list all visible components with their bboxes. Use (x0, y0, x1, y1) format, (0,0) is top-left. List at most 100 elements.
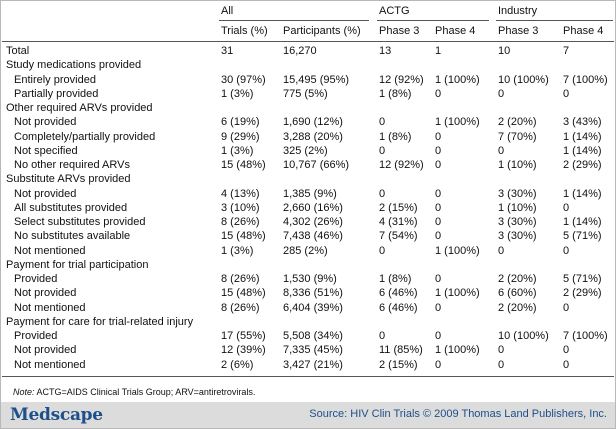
cell-trials: 31 (221, 45, 234, 57)
cell-industry-phase3: 1 (10%) (498, 201, 537, 214)
cell-trials: 17 (55%) (221, 330, 266, 342)
cell-actg-phase4: 1 (100%) (435, 344, 480, 357)
cell-participants: 1,530 (9%) (283, 273, 337, 285)
cell-actg-phase4: 0 (435, 273, 442, 285)
group-underline-industry (496, 20, 613, 21)
cell-trials: 12 (39%) (221, 344, 266, 357)
cell-industry-phase4: 0 (563, 87, 570, 100)
section-label: Substitute ARVs provided (6, 173, 131, 186)
row-label: Partially provided (14, 87, 99, 100)
section-label: Study medications provided (6, 59, 142, 72)
cell-industry-phase3: 6 (60%) (498, 287, 537, 300)
cell-participants: 8,336 (51%) (283, 287, 343, 300)
cell-actg-phase4: 1 (100%) (435, 116, 480, 129)
row-label: Entirely provided (14, 73, 96, 86)
cell-industry-phase4: 1 (14%) (563, 144, 602, 157)
cell-industry-phase3: 3 (30%) (498, 216, 537, 228)
cell-participants: 10,767 (66%) (283, 159, 350, 171)
cell-participants: 285 (2%) (283, 244, 328, 257)
cell-trials: 9 (29%) (221, 130, 260, 143)
cell-participants: 1,690 (12%) (283, 116, 343, 129)
cell-industry-phase3: 2 (20%) (498, 116, 537, 129)
cell-industry-phase3: 0 (498, 344, 505, 357)
cell-industry-phase3: 2 (20%) (498, 301, 537, 314)
row-label: Provided (14, 273, 58, 285)
cell-industry-phase4: 7 (100%) (563, 330, 608, 342)
cell-industry-phase3: 10 (498, 45, 511, 57)
cell-participants: 3,288 (20%) (283, 130, 343, 143)
cell-trials: 8 (26%) (221, 273, 260, 285)
row-label: Not mentioned (14, 358, 86, 371)
row-label: Completely/partially provided (14, 130, 156, 143)
cell-actg-phase3: 0 (379, 244, 386, 257)
cell-industry-phase3: 10 (100%) (498, 330, 549, 342)
cell-actg-phase3: 13 (379, 45, 392, 57)
cell-industry-phase3: 0 (498, 87, 505, 100)
cell-actg-phase4: 0 (435, 130, 442, 143)
col-header-trials: Trials (%) (221, 25, 268, 37)
row-label: Not provided (14, 287, 77, 300)
cell-trials: 4 (13%) (221, 187, 260, 200)
cell-industry-phase3: 0 (498, 244, 505, 257)
footer-bar: Medscape Source: HIV Clin Trials © 2009 … (1, 402, 615, 428)
cell-trials: 1 (3%) (221, 144, 254, 157)
cell-actg-phase4: 1 (100%) (435, 73, 480, 86)
cell-participants: 2,660 (16%) (283, 201, 343, 214)
cell-industry-phase3: 3 (30%) (498, 187, 537, 200)
cell-industry-phase3: 3 (30%) (498, 230, 537, 243)
cell-industry-phase3: 10 (100%) (498, 73, 549, 86)
cell-participants: 325 (2%) (283, 144, 328, 157)
group-underline-all (219, 20, 369, 21)
cell-trials: 15 (48%) (221, 287, 266, 300)
cell-industry-phase4: 0 (563, 358, 570, 371)
cell-trials: 6 (19%) (221, 116, 260, 129)
note-text: ACTG=AIDS Clinical Trials Group; ARV=ant… (34, 387, 256, 397)
cell-trials: 15 (48%) (221, 159, 266, 171)
bottom-rule (2, 376, 614, 377)
medscape-logo[interactable]: Medscape (10, 405, 103, 425)
cell-industry-phase4: 3 (43%) (563, 116, 602, 129)
cell-actg-phase3: 1 (8%) (379, 273, 412, 285)
cell-industry-phase3: 0 (498, 144, 505, 157)
row-label: Not mentioned (14, 301, 86, 314)
cell-actg-phase3: 2 (15%) (379, 358, 418, 371)
cell-industry-phase4: 1 (14%) (563, 216, 602, 228)
section-label: Payment for trial participation (6, 258, 149, 271)
cell-industry-phase4: 0 (563, 344, 570, 357)
row-label: No other required ARVs (14, 159, 130, 171)
cell-actg-phase4: 0 (435, 144, 442, 157)
cell-actg-phase3: 4 (31%) (379, 216, 418, 228)
cell-actg-phase3: 0 (379, 330, 386, 342)
table-note: Note: ACTG=AIDS Clinical Trials Group; A… (13, 387, 255, 397)
col-header-industry-phase4: Phase 4 (563, 25, 604, 37)
cell-actg-phase4: 0 (435, 201, 442, 214)
row-label: Select substitutes provided (14, 216, 146, 228)
cell-industry-phase4: 1 (14%) (563, 130, 602, 143)
cell-trials: 8 (26%) (221, 216, 260, 228)
row-label: All substitutes provided (14, 201, 128, 214)
cell-participants: 16,270 (283, 45, 317, 57)
cell-participants: 5,508 (34%) (283, 330, 343, 342)
cell-actg-phase3: 6 (46%) (379, 301, 418, 314)
cell-actg-phase4: 0 (435, 358, 442, 371)
cell-actg-phase4: 0 (435, 301, 442, 314)
cell-actg-phase4: 0 (435, 87, 442, 100)
cell-participants: 7,335 (45%) (283, 344, 343, 357)
col-header-actg-phase3: Phase 3 (379, 25, 420, 37)
cell-trials: 8 (26%) (221, 301, 260, 314)
cell-industry-phase4: 7 (100%) (563, 73, 608, 86)
cell-actg-phase3: 0 (379, 144, 386, 157)
cell-actg-phase3: 2 (15%) (379, 201, 418, 214)
cell-actg-phase3: 0 (379, 187, 386, 200)
cell-participants: 3,427 (21%) (283, 358, 343, 371)
cell-trials: 1 (3%) (221, 87, 254, 100)
cell-actg-phase4: 0 (435, 230, 442, 243)
source-credit: Source: HIV Clin Trials © 2009 Thomas La… (309, 408, 607, 420)
col-header-participants: Participants (%) (283, 25, 361, 37)
cell-participants: 1,385 (9%) (283, 187, 337, 200)
cell-industry-phase3: 7 (70%) (498, 130, 537, 143)
cell-trials: 3 (10%) (221, 201, 260, 214)
cell-industry-phase4: 2 (29%) (563, 159, 602, 171)
cell-industry-phase4: 5 (71%) (563, 273, 602, 285)
